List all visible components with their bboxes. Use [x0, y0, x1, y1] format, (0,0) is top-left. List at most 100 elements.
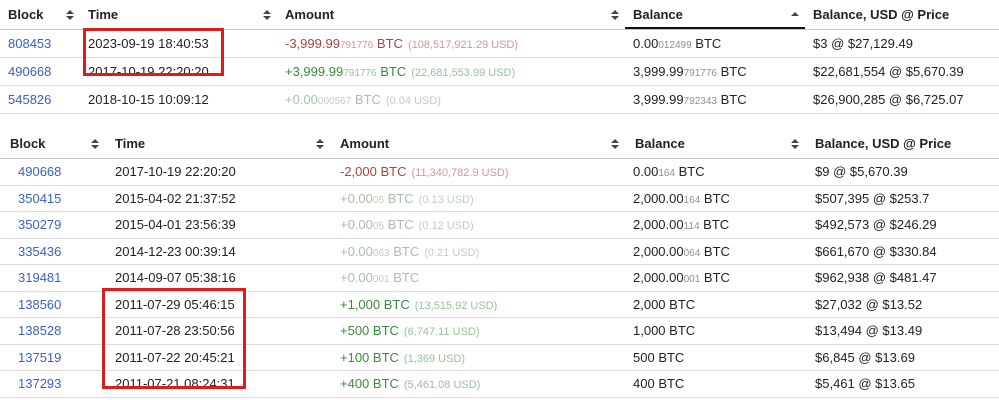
block-link[interactable]: 350415: [18, 190, 62, 206]
balance-usd-price-cell: $492,573 @ $246.29: [805, 211, 999, 239]
sort-icon: [611, 138, 619, 149]
balance-usd-price-cell: $6,845 @ $13.69: [805, 344, 999, 371]
column-header[interactable]: Block: [0, 129, 105, 159]
balance-small-digits: 064: [683, 247, 701, 259]
block-cell: 137293: [0, 370, 105, 398]
block-link[interactable]: 808453: [8, 36, 52, 51]
amount-cell: +3,999.99791776 BTC (22,681,553.99 USD): [277, 57, 625, 86]
btc-unit: BTC: [699, 217, 730, 233]
balance-value: 400: [633, 376, 655, 392]
btc-unit: BTC: [665, 296, 696, 312]
column-header[interactable]: Time: [105, 129, 330, 159]
column-header[interactable]: Balance: [625, 129, 805, 159]
time-cell: 2015-04-02 21:37:52: [105, 185, 330, 212]
sort-icon: [611, 9, 619, 20]
block-link[interactable]: 545826: [8, 92, 52, 107]
btc-unit: BTC: [691, 36, 722, 51]
column-header[interactable]: Time: [80, 0, 277, 30]
column-header-label: Block: [10, 136, 46, 151]
btc-unit: BTC: [369, 376, 399, 392]
sorted-column-underline: [625, 27, 805, 29]
btc-unit: BTC: [369, 323, 399, 339]
column-header[interactable]: Balance, USD @ Price: [805, 0, 999, 30]
amount-value: +3,999.99: [285, 64, 344, 79]
header-row: Block Time Amount: [0, 0, 999, 30]
balance-usd-price-cell: $5,461 @ $13.65: [805, 370, 999, 398]
column-header[interactable]: Amount: [277, 0, 625, 30]
block-link[interactable]: 137293: [18, 376, 62, 392]
balance-cell: 2,000.00001 BTC: [625, 264, 805, 292]
balance-cell: 2,000.00114 BTC: [625, 211, 805, 239]
sort-icon: [91, 138, 99, 149]
btc-unit: BTC: [376, 164, 407, 180]
time-cell: 2018-10-15 10:09:12: [80, 85, 277, 114]
transaction-row: 319481 2014-09-07 05:38:16 +0.00001 BTC …: [0, 264, 999, 292]
column-header-label: Block: [8, 7, 44, 22]
balance-usd-price-cell: $9 @ $5,670.39: [805, 158, 999, 186]
column-header[interactable]: Block: [0, 0, 80, 30]
transaction-row: 350279 2015-04-01 23:56:39 +0.0005 BTC (0…: [0, 211, 999, 239]
balance-value: 3,999.99: [633, 92, 684, 107]
block-cell: 138528: [0, 317, 105, 345]
column-header[interactable]: Balance, USD @ Price: [805, 129, 999, 159]
balance-small-digits: 164: [683, 194, 701, 206]
balance-usd-price-cell: $27,032 @ $13.52: [805, 291, 999, 318]
btc-unit: BTC: [384, 190, 414, 206]
amount-usd: (0.21 USD): [424, 246, 480, 259]
balance-usd-price-cell: $661,670 @ $330.84: [805, 238, 999, 265]
transaction-row: 137293 2011-07-21 08:24:31 +400 BTC (5,46…: [0, 370, 999, 398]
column-header-label: Time: [88, 7, 119, 22]
amount-small-digits: 05: [372, 221, 385, 233]
amount-usd: (22,681,553.99 USD): [411, 67, 516, 79]
btc-unit: BTC: [389, 243, 420, 259]
balance-cell: 2,000.00064 BTC: [625, 238, 805, 265]
block-link[interactable]: 490668: [8, 64, 52, 79]
block-link[interactable]: 138560: [18, 296, 62, 312]
amount-value: +1,000: [340, 296, 381, 312]
amount-cell: -2,000 BTC (11,340,782.9 USD): [330, 158, 625, 186]
amount-value: +100: [340, 349, 370, 365]
sort-icon: [66, 9, 74, 20]
btc-unit: BTC: [373, 36, 403, 51]
column-header[interactable]: Amount: [330, 129, 625, 159]
balance-value: 0.00: [633, 164, 659, 180]
block-link[interactable]: 138528: [18, 323, 62, 339]
amount-usd: (13,515.92 USD): [414, 299, 498, 312]
balance-cell: 2,000.00164 BTC: [625, 185, 805, 212]
block-link[interactable]: 335436: [18, 243, 62, 259]
balance-cell: 0.00012499 BTC: [625, 29, 805, 58]
balance-cell: 3,999.99792343 BTC: [625, 85, 805, 114]
column-header[interactable]: Balance: [625, 0, 805, 30]
balance-usd-price-cell: $26,900,285 @ $6,725.07: [805, 85, 999, 114]
column-header-label: Balance: [635, 136, 685, 151]
btc-unit: BTC: [675, 164, 705, 180]
column-header-label: Balance: [633, 7, 683, 22]
amount-small-digits: 063: [372, 247, 390, 259]
block-link[interactable]: 319481: [18, 270, 62, 286]
time-cell: 2011-07-28 23:50:56: [105, 317, 330, 345]
amount-value: +500: [340, 323, 370, 339]
time-cell: 2014-12-23 00:39:14: [105, 238, 330, 265]
amount-usd: (6,747.11 USD): [403, 326, 480, 339]
block-cell: 490668: [0, 158, 105, 186]
block-link[interactable]: 137519: [18, 349, 62, 365]
transaction-row: 335436 2014-12-23 00:39:14 +0.00063 BTC (…: [0, 238, 999, 265]
amount-small-digits: 001: [372, 274, 390, 286]
btc-unit: BTC: [700, 270, 730, 286]
block-cell: 138560: [0, 291, 105, 318]
btc-unit: BTC: [716, 92, 747, 107]
amount-small-digits: 791776: [343, 68, 377, 79]
block-link[interactable]: 350279: [18, 217, 62, 233]
amount-cell: -3,999.99791776 BTC (108,517,921.29 USD): [277, 29, 625, 58]
balance-usd-price-cell: $13,494 @ $13.49: [805, 317, 999, 345]
amount-usd: (0.12 USD): [418, 220, 474, 233]
balance-value: 2,000: [633, 296, 666, 312]
header-row: Block Time Amount: [0, 129, 999, 159]
block-link[interactable]: 490668: [18, 164, 62, 180]
amount-cell: +0.0005 BTC (0.13 USD): [330, 185, 625, 212]
amount-cell: +0.00063 BTC (0.21 USD): [330, 238, 625, 265]
column-header-label: Balance, USD @ Price: [813, 7, 950, 22]
column-header-label: Amount: [340, 136, 390, 151]
sort-icon: [791, 138, 799, 149]
